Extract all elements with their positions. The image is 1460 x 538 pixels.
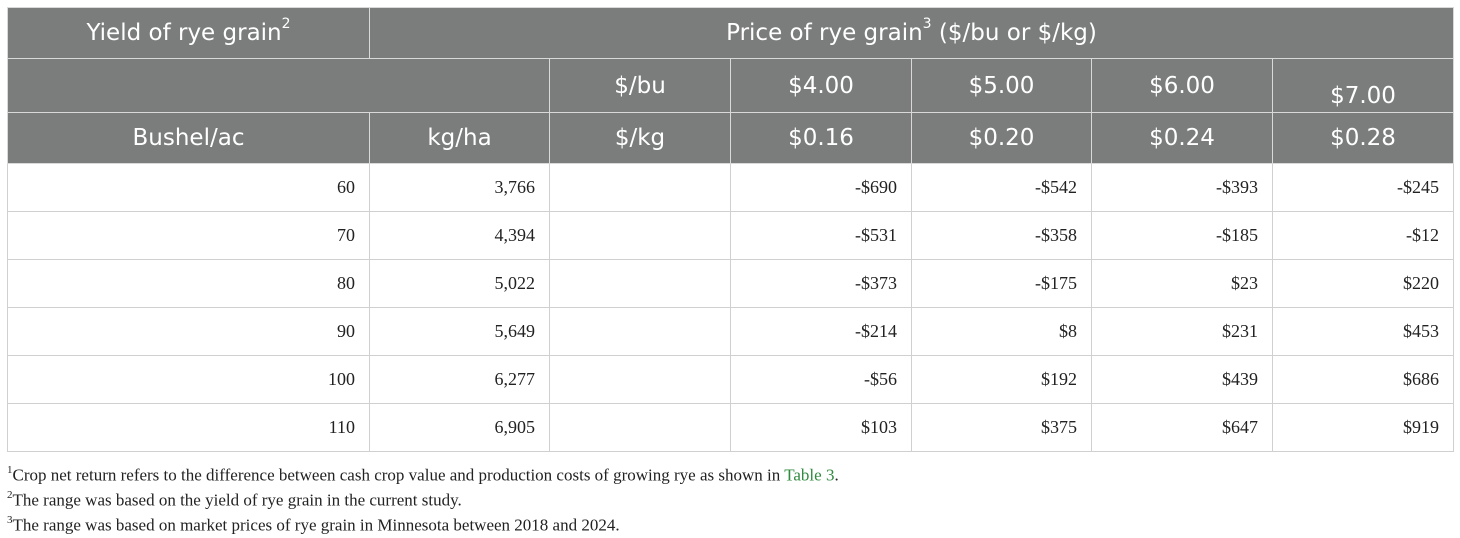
empty-cell xyxy=(549,307,731,356)
bushel-cell: 90 xyxy=(7,307,370,356)
table-row: 60 3,766 -$690 -$542 -$393 -$245 xyxy=(7,163,1454,212)
value-cell: $686 xyxy=(1272,355,1454,404)
value-cell: $375 xyxy=(911,403,1092,452)
table-row: 110 6,905 $103 $375 $647 $919 xyxy=(7,403,1454,452)
price-bu-header: $6.00 xyxy=(1091,58,1273,113)
bushel-cell: 110 xyxy=(7,403,370,452)
price-kg-header: $0.28 xyxy=(1272,112,1454,164)
table-row: 90 5,649 -$214 $8 $231 $453 xyxy=(7,307,1454,356)
footnote-marker: 3 xyxy=(7,514,13,526)
value-cell: -$690 xyxy=(730,163,912,212)
kgha-cell: 3,766 xyxy=(369,163,550,212)
header-row-3: Bushel/ac kg/ha $/kg $0.16 $0.20 $0.24 $… xyxy=(7,112,1454,164)
value-cell: $439 xyxy=(1091,355,1273,404)
value-cell: -$531 xyxy=(730,211,912,260)
header-row-1: Yield of rye grain2 Price of rye grain3 … xyxy=(7,7,1454,59)
value-cell: -$245 xyxy=(1272,163,1454,212)
footnote-marker: 2 xyxy=(7,489,13,501)
value-cell: $103 xyxy=(730,403,912,452)
price-bu-header: $5.00 xyxy=(911,58,1092,113)
value-cell: $453 xyxy=(1272,307,1454,356)
price-kg-header: $0.16 xyxy=(730,112,912,164)
bushel-cell: 60 xyxy=(7,163,370,212)
table-row: 70 4,394 -$531 -$358 -$185 -$12 xyxy=(7,211,1454,260)
value-cell: $647 xyxy=(1091,403,1273,452)
value-cell: -$358 xyxy=(911,211,1092,260)
empty-cell xyxy=(549,355,731,404)
empty-cell xyxy=(549,403,731,452)
table-container: Yield of rye grain2 Price of rye grain3 … xyxy=(7,7,1454,535)
bushel-cell: 70 xyxy=(7,211,370,260)
empty-cell xyxy=(549,211,731,260)
footnote-text: Crop net return refers to the difference… xyxy=(12,465,785,485)
footnote-marker: 1 xyxy=(7,464,13,476)
value-cell: $919 xyxy=(1272,403,1454,452)
value-cell: -$373 xyxy=(730,259,912,308)
price-header-label: Price of rye grain xyxy=(726,20,923,46)
net-return-table: Yield of rye grain2 Price of rye grain3 … xyxy=(7,7,1454,452)
value-cell: -$542 xyxy=(911,163,1092,212)
value-cell: $192 xyxy=(911,355,1092,404)
kgha-cell: 6,905 xyxy=(369,403,550,452)
bushel-cell: 100 xyxy=(7,355,370,404)
price-kg-header: $0.24 xyxy=(1091,112,1273,164)
yield-header: Yield of rye grain2 xyxy=(7,7,370,59)
price-kg-header: $0.20 xyxy=(911,112,1092,164)
table-row: 80 5,022 -$373 -$175 $23 $220 xyxy=(7,259,1454,308)
footnote: 3The range was based on market prices of… xyxy=(7,509,1453,535)
empty-cell xyxy=(549,163,731,212)
bushel-cell: 80 xyxy=(7,259,370,308)
value-cell: -$393 xyxy=(1091,163,1273,212)
price-header-sup: 3 xyxy=(922,16,932,32)
unit-kg-header: $/kg xyxy=(549,112,731,164)
value-cell: $231 xyxy=(1091,307,1273,356)
value-cell: $220 xyxy=(1272,259,1454,308)
header-row-2: $/bu $4.00 $5.00 $6.00 $7.00 xyxy=(7,58,1454,113)
table-3-link[interactable]: Table 3 xyxy=(784,465,835,485)
kgha-cell: 6,277 xyxy=(369,355,550,404)
footnote-period: . xyxy=(834,465,839,485)
value-cell: $23 xyxy=(1091,259,1273,308)
value-cell: -$12 xyxy=(1272,211,1454,260)
value-cell: -$175 xyxy=(911,259,1092,308)
price-bu-header: $7.00 xyxy=(1272,58,1454,113)
kgha-cell: 5,022 xyxy=(369,259,550,308)
value-cell: $8 xyxy=(911,307,1092,356)
footnote-text: The range was based on market prices of … xyxy=(12,515,620,535)
footnote: 2The range was based on the yield of rye… xyxy=(7,484,1453,510)
table-row: 100 6,277 -$56 $192 $439 $686 xyxy=(7,355,1454,404)
price-header: Price of rye grain3 ($/bu or $/kg) xyxy=(369,7,1454,59)
value-cell: -$214 xyxy=(730,307,912,356)
yield-header-label: Yield of rye grain xyxy=(86,20,282,46)
header-blank-cell xyxy=(7,58,550,113)
value-cell: -$185 xyxy=(1091,211,1273,260)
footnote: 1Crop net return refers to the differenc… xyxy=(7,459,1453,485)
empty-cell xyxy=(549,259,731,308)
price-bu-header: $4.00 xyxy=(730,58,912,113)
unit-bu-header: $/bu xyxy=(549,58,731,113)
kgha-header: kg/ha xyxy=(369,112,550,164)
footnote-text: The range was based on the yield of rye … xyxy=(12,490,462,510)
price-header-suffix: ($/bu or $/kg) xyxy=(931,20,1097,46)
footnotes: 1Crop net return refers to the differenc… xyxy=(7,459,1453,535)
value-cell: -$56 xyxy=(730,355,912,404)
kgha-cell: 4,394 xyxy=(369,211,550,260)
kgha-cell: 5,649 xyxy=(369,307,550,356)
yield-header-sup: 2 xyxy=(281,16,291,32)
bushel-header: Bushel/ac xyxy=(7,112,370,164)
